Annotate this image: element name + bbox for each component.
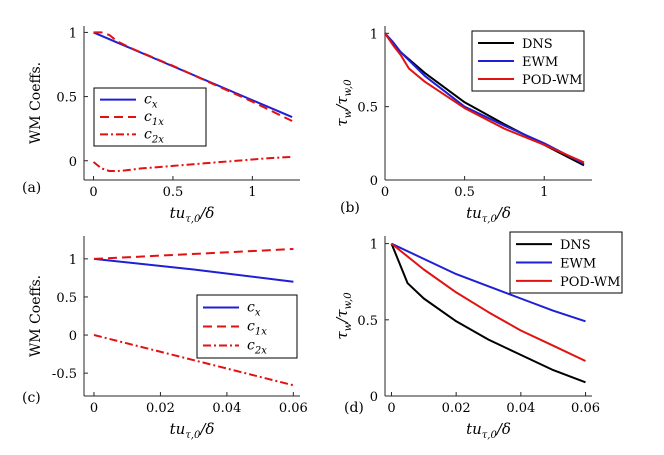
x-tick-label: 0.06 (279, 401, 308, 416)
legend-label: POD-WM (522, 73, 582, 88)
series-line-c-x (93, 257, 294, 283)
series-line-c-2x (92, 155, 293, 172)
x-tick-label: 0.04 (212, 401, 241, 416)
legend-label: POD-WM (560, 275, 620, 290)
y-axis-label: τw/τw,0 (333, 292, 354, 340)
y-tick-label: -0.5 (52, 367, 77, 382)
y-tick-label: 0.5 (357, 101, 378, 116)
y-axis-label: WM Coeffs. (28, 62, 44, 144)
x-tick-label: 0 (387, 401, 395, 416)
legend: DNS EWM POD-WM (509, 231, 623, 294)
series-line-c-2x (93, 334, 294, 387)
legend-label: c2x (144, 126, 164, 145)
y-axis-label: τw/τw,0 (333, 79, 354, 127)
panel-label: (d) (344, 400, 364, 416)
legend-label: cx (144, 92, 158, 111)
y-axis-label: WM Coeffs. (28, 275, 44, 357)
y-tick-label: 0 (370, 390, 378, 405)
y-tick-label: 1 (370, 27, 378, 42)
series-line-dns (390, 243, 586, 384)
panel-b: 0 0.5 1 0 0.5 1 tuτ,0/δ τw/τw,0 (b) DNS EWM POD-WM (333, 26, 592, 225)
y-tick-label: 0.5 (56, 91, 77, 106)
series-line-c-x (93, 31, 293, 119)
legend-label: c2x (247, 338, 267, 357)
legend-label: DNS (560, 238, 591, 253)
y-tick-label: 0 (69, 155, 77, 170)
x-tick-label: 0.5 (163, 185, 184, 200)
y-tick-label: 0.5 (56, 291, 77, 306)
panel-label: (a) (22, 180, 41, 196)
x-tick-label: 0 (89, 185, 97, 200)
x-tick-label: 0.06 (571, 401, 600, 416)
x-tick-label: 1 (248, 185, 256, 200)
y-tick-label: 1 (69, 253, 77, 268)
legend-label: EWM (522, 55, 558, 70)
x-tick-label: 0 (90, 401, 98, 416)
legend-label: c1x (144, 109, 164, 128)
x-axis-label: tuτ,0/δ (170, 420, 215, 441)
y-tick-label: 0 (69, 329, 77, 344)
legend: DNS EWM POD-WM (471, 30, 585, 92)
y-tick-label: 1 (370, 238, 378, 253)
panel-c: 0 0.02 0.04 0.06 -0.5 0 0.5 1 tuτ,0/δ WM Coeffs. (… (22, 236, 308, 441)
series-line-c-1x (93, 31, 293, 122)
x-tick-label: 0.02 (442, 401, 471, 416)
legend-label: c1x (247, 319, 267, 338)
series-line-ewm (391, 242, 586, 323)
x-axis-label: tuτ,0/δ (170, 204, 215, 225)
y-tick-label: 0 (370, 174, 378, 189)
legend-box (93, 87, 207, 147)
series-line-pod-wm (384, 32, 585, 164)
x-tick-label: 0.5 (454, 185, 475, 200)
legend-box (196, 294, 298, 359)
panel-label: (c) (22, 390, 41, 406)
legend-label: DNS (522, 37, 553, 52)
x-tick-label: 0 (381, 185, 389, 200)
x-tick-label: 0.02 (146, 401, 175, 416)
series-line-pod-wm (390, 242, 586, 362)
panel-label: (b) (340, 200, 360, 216)
y-tick-label: 1 (69, 26, 77, 41)
y-tick-label: 0.5 (357, 314, 378, 329)
x-axis-label: tuτ,0/δ (466, 204, 511, 225)
x-tick-label: 0.04 (506, 401, 535, 416)
series-line-ewm (384, 32, 585, 165)
x-tick-label: 1 (540, 185, 548, 200)
series-line-c-1x (93, 248, 294, 260)
legend-label: cx (247, 300, 261, 319)
x-axis-label: tuτ,0/δ (466, 420, 511, 441)
panel-d: 0 0.02 0.04 0.06 0 0.5 1 tuτ,0/δ τw/τw,0 (d) DNS EW… (333, 231, 623, 441)
legend-label: EWM (560, 257, 596, 272)
